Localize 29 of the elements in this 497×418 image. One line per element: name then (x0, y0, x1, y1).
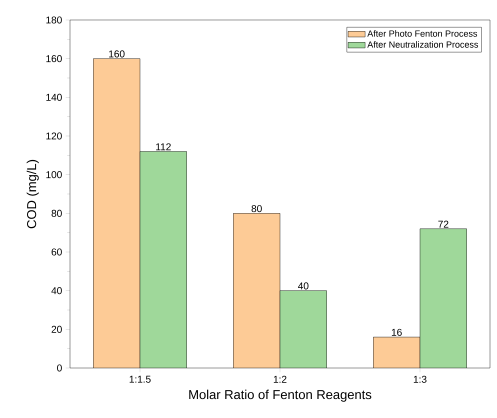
y-tick-label: 60 (52, 248, 62, 256)
bar (280, 290, 327, 368)
y-tick-label: 40 (51, 287, 62, 294)
bar (420, 228, 467, 368)
y-axis-title: COD (mg/L) (26, 160, 39, 228)
bar (140, 151, 187, 368)
y-tick-label: 180 (46, 16, 62, 24)
data-label: 160 (109, 50, 125, 58)
x-tick-label: 1:2 (274, 376, 286, 383)
y-tick-label: 120 (46, 132, 62, 140)
legend-label: After Neutralization Process (367, 41, 478, 48)
data-label: 80 (252, 205, 262, 212)
y-tick-label: 80 (52, 210, 62, 217)
bar (373, 336, 420, 368)
data-label: 40 (298, 282, 308, 290)
data-label: 72 (438, 220, 448, 228)
bar (93, 58, 140, 368)
data-label: 112 (156, 143, 171, 150)
x-tick-label: 1:1.5 (130, 376, 151, 383)
data-label: 16 (392, 328, 402, 336)
y-tick-label: 160 (46, 55, 62, 62)
y-tick-label: 0 (57, 364, 62, 372)
y-tick-label: 20 (52, 326, 62, 333)
y-tick-label: 140 (46, 94, 62, 101)
x-tick-label: 1:3 (414, 376, 426, 383)
bar (233, 213, 280, 368)
y-tick-label: 100 (46, 171, 62, 178)
x-axis-title: Molar Ratio of Fenton Reagents (189, 390, 372, 402)
legend-label: After Photo Fenton Process (367, 30, 478, 37)
